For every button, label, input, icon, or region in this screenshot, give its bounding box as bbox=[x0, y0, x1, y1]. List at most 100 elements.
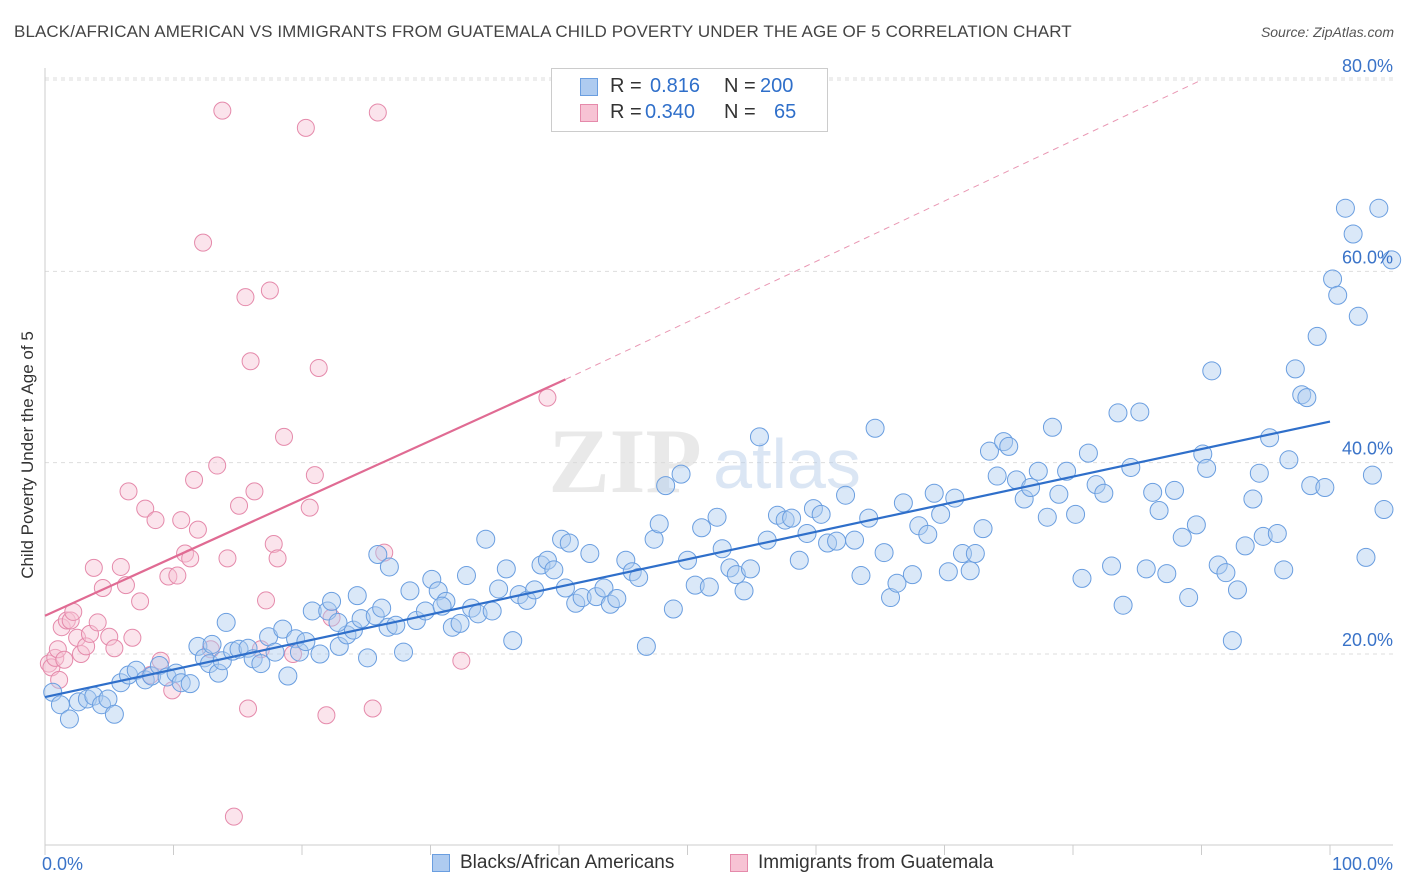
data-point-black bbox=[572, 588, 592, 608]
data-point-black bbox=[104, 704, 124, 724]
data-point-guatemala bbox=[55, 650, 74, 669]
data-point-guatemala bbox=[245, 482, 264, 501]
data-point-black bbox=[537, 550, 557, 570]
x-tick-label-min: 0.0% bbox=[42, 854, 83, 874]
n-label: N = bbox=[724, 75, 756, 97]
data-point-black bbox=[726, 565, 746, 585]
data-point-guatemala bbox=[236, 288, 255, 307]
data-point-black bbox=[1028, 461, 1048, 481]
data-point-black bbox=[1078, 443, 1098, 463]
data-point-black bbox=[1227, 580, 1247, 600]
data-point-black bbox=[59, 709, 79, 729]
r-label: R = bbox=[610, 75, 642, 97]
data-point-guatemala bbox=[84, 558, 103, 577]
data-point-black bbox=[329, 636, 349, 656]
data-point-black bbox=[368, 545, 388, 565]
data-point-guatemala bbox=[268, 549, 287, 568]
data-point-black bbox=[644, 529, 664, 549]
data-point-guatemala bbox=[452, 651, 471, 670]
data-point-black bbox=[973, 519, 993, 539]
data-point-guatemala bbox=[208, 456, 227, 475]
y-tick-label: 60.0% bbox=[1342, 247, 1393, 267]
y-tick-label: 40.0% bbox=[1342, 439, 1393, 459]
data-point-black bbox=[1136, 559, 1156, 579]
data-point-black bbox=[1335, 198, 1355, 218]
stats-legend: R = 0.816 N = 200 R = 0.340 N = 65 bbox=[551, 68, 828, 132]
data-point-black bbox=[1260, 428, 1280, 448]
legend-swatch-pink bbox=[730, 854, 748, 872]
data-point-black bbox=[1094, 483, 1114, 503]
data-point-black bbox=[881, 588, 901, 608]
data-point-black bbox=[893, 493, 913, 513]
data-point-black bbox=[517, 590, 537, 610]
legend-swatch-pink bbox=[580, 104, 598, 122]
data-point-black bbox=[456, 566, 476, 586]
data-point-black bbox=[887, 573, 907, 593]
data-point-black bbox=[1243, 489, 1263, 509]
data-point-black bbox=[1149, 501, 1169, 520]
data-point-black bbox=[692, 518, 712, 538]
data-point-black bbox=[918, 524, 938, 544]
legend-swatch-blue bbox=[432, 854, 450, 872]
data-point-black bbox=[351, 609, 371, 629]
data-point-guatemala bbox=[296, 118, 315, 137]
data-point-black bbox=[1343, 224, 1363, 244]
data-point-black bbox=[1121, 457, 1141, 477]
data-point-guatemala bbox=[257, 591, 276, 610]
x-tick-label-max: 100.0% bbox=[1332, 854, 1393, 874]
data-point-black bbox=[188, 636, 208, 656]
data-point-black bbox=[931, 504, 951, 524]
data-point-black bbox=[663, 599, 683, 619]
y-tick-label: 80.0% bbox=[1342, 56, 1393, 76]
data-point-black bbox=[740, 559, 760, 579]
series-guatemala-points bbox=[39, 101, 557, 826]
data-point-black bbox=[1301, 476, 1321, 496]
data-point-black bbox=[1143, 482, 1163, 502]
data-point-black bbox=[987, 466, 1007, 486]
data-point-black bbox=[347, 586, 367, 606]
data-point-black bbox=[865, 418, 885, 438]
data-point-guatemala bbox=[131, 592, 150, 611]
data-point-black bbox=[851, 566, 871, 586]
data-point-black bbox=[251, 654, 271, 674]
data-point-black bbox=[559, 533, 579, 553]
data-point-black bbox=[1235, 536, 1255, 556]
data-point-black bbox=[979, 441, 999, 461]
data-point-guatemala bbox=[275, 427, 294, 446]
data-point-black bbox=[149, 655, 169, 675]
data-point-black bbox=[938, 562, 958, 582]
legend-label-guatemala: Immigrants from Guatemala bbox=[758, 852, 994, 873]
data-point-guatemala bbox=[48, 640, 67, 659]
trend-lines bbox=[44, 79, 1331, 699]
n-label: N = bbox=[724, 101, 756, 123]
data-point-black bbox=[656, 476, 676, 496]
data-point-black bbox=[924, 483, 944, 503]
data-point-black bbox=[1049, 484, 1069, 504]
data-point-black bbox=[902, 565, 922, 585]
data-point-guatemala bbox=[185, 470, 204, 489]
data-point-black bbox=[671, 464, 691, 484]
data-point-black bbox=[836, 485, 856, 505]
data-point-black bbox=[1216, 563, 1236, 583]
data-point-black bbox=[1253, 526, 1273, 546]
data-point-black bbox=[1374, 500, 1394, 520]
data-point-guatemala bbox=[88, 613, 107, 632]
data-point-black bbox=[580, 544, 600, 564]
data-point-black bbox=[1307, 326, 1327, 346]
r-label: R = bbox=[610, 101, 642, 123]
data-point-black bbox=[302, 601, 322, 621]
data-point-black bbox=[1285, 359, 1305, 379]
watermark: ZIP atlas bbox=[548, 410, 861, 512]
data-point-guatemala bbox=[305, 466, 324, 485]
data-point-black bbox=[555, 578, 575, 598]
data-point-black bbox=[1165, 480, 1185, 500]
data-point-black bbox=[1348, 306, 1368, 326]
data-point-black bbox=[365, 606, 385, 626]
data-point-black bbox=[328, 612, 348, 632]
data-point-black bbox=[629, 567, 649, 587]
trend-line-guatemala-extension bbox=[565, 79, 1202, 380]
data-point-guatemala bbox=[105, 639, 124, 658]
data-point-guatemala bbox=[538, 388, 557, 407]
data-point-black bbox=[1157, 564, 1177, 584]
data-point-black bbox=[616, 550, 636, 570]
